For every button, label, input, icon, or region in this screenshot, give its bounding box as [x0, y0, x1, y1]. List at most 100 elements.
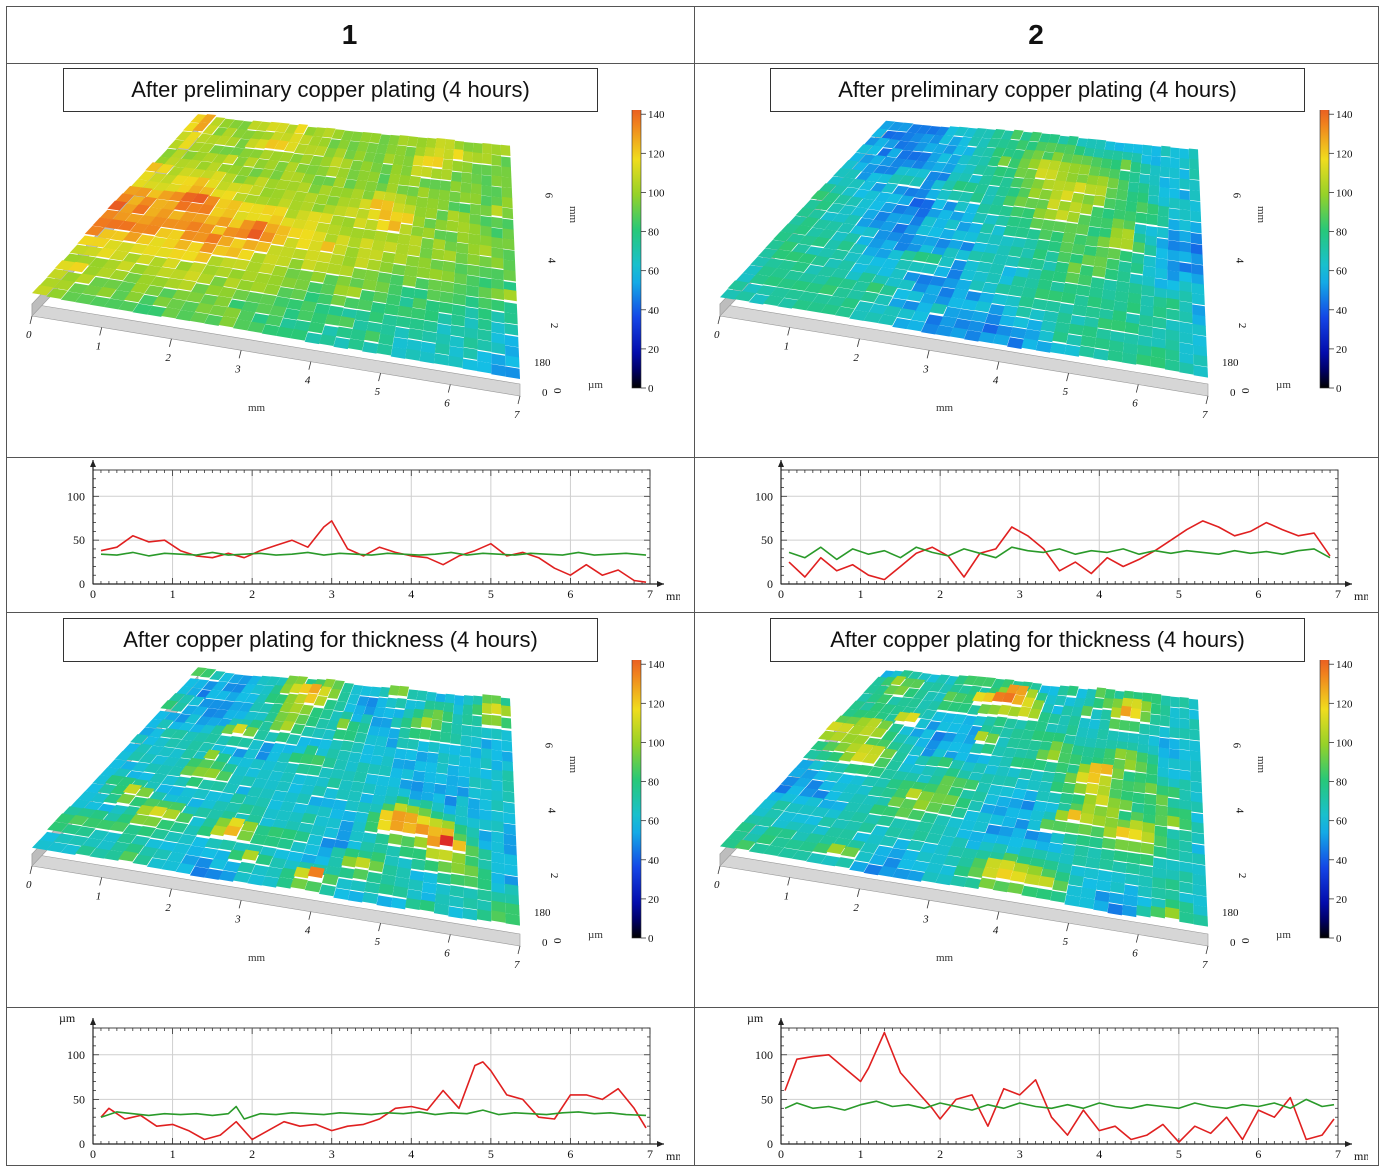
surface-cell — [995, 244, 1012, 256]
surface-cell — [1179, 769, 1191, 782]
surface-cell — [144, 838, 164, 850]
surface-cell — [1083, 793, 1098, 806]
surface-cell — [955, 829, 973, 841]
surface-cell — [236, 279, 255, 291]
surface-cell — [398, 174, 411, 186]
surface-cell — [307, 765, 323, 776]
surface-cell — [784, 289, 805, 300]
surface-cell — [1190, 781, 1203, 793]
surface-cell — [501, 705, 511, 717]
surface-cell — [402, 155, 415, 167]
surface-cell — [419, 247, 433, 260]
surface-cell — [424, 309, 439, 322]
surface-cell — [824, 220, 844, 232]
surface-cell — [823, 809, 843, 820]
surface-cell — [1013, 719, 1028, 731]
surface-cell — [1165, 319, 1180, 332]
surface-cell — [1150, 703, 1161, 715]
surface-cell — [1024, 168, 1038, 180]
surface-cell — [370, 162, 383, 174]
x-tick-mark — [717, 315, 721, 325]
surface-cell — [404, 699, 417, 711]
x-tick-label: 3 — [329, 587, 335, 601]
surface-cell — [303, 843, 321, 856]
surface-cell — [1179, 198, 1191, 211]
surface-cell — [946, 722, 963, 733]
y-tick-label: 2 — [548, 873, 560, 879]
surface-cell — [258, 262, 276, 274]
surface-cell — [1090, 709, 1103, 720]
surface-cell — [279, 246, 296, 258]
surface-cell — [203, 179, 221, 190]
surface-cell — [491, 861, 505, 875]
x-tick-mark — [29, 315, 33, 325]
surface-cell — [341, 682, 354, 693]
column-divider — [694, 7, 695, 1165]
surface-cell — [1113, 209, 1126, 221]
surface-cell — [1058, 161, 1071, 173]
surface-cell — [491, 789, 504, 802]
surface-cell — [920, 263, 938, 275]
surface-cell — [1138, 182, 1150, 195]
surface-cell — [406, 186, 420, 198]
surface-cell — [1139, 865, 1154, 878]
surface-cell — [479, 244, 492, 257]
surface-cell — [167, 248, 187, 260]
surface-cell — [204, 790, 223, 802]
surface-cell — [818, 835, 839, 847]
surface-cell — [137, 727, 157, 737]
surface-cell — [480, 778, 492, 790]
surface-cell — [1054, 695, 1067, 706]
surface-cell — [1124, 210, 1137, 223]
surface-cell — [1064, 344, 1081, 357]
surface-cell — [294, 163, 310, 174]
surface-cell — [947, 741, 964, 752]
surface-cell — [394, 876, 410, 889]
surface-cell — [1083, 147, 1095, 159]
surface-cell — [1160, 145, 1171, 157]
surface-cell — [1082, 877, 1098, 890]
surface-cell — [427, 279, 442, 291]
surface-cell — [333, 337, 351, 350]
surface-cell — [405, 348, 421, 361]
surface-cell — [1094, 337, 1110, 350]
surface-cell — [350, 188, 365, 200]
surface-cell — [138, 753, 158, 764]
surface-cell — [873, 137, 891, 147]
surface-cell — [110, 841, 131, 853]
surface-cell — [1103, 198, 1117, 210]
surface-cell — [220, 190, 238, 201]
surface-cell — [172, 289, 192, 301]
surface-cell — [952, 733, 968, 744]
surface-cell — [479, 255, 492, 268]
surface-cell — [290, 328, 308, 341]
surface-cell — [1035, 239, 1051, 251]
surface-cell — [863, 264, 882, 276]
surface-cell — [967, 155, 982, 166]
surface-cell — [836, 791, 856, 803]
surface-cell — [1165, 878, 1180, 891]
surface-cell — [344, 800, 360, 812]
surface-cell — [290, 171, 306, 183]
surface-cell — [369, 249, 384, 261]
colorbar-tick-label: 100 — [648, 187, 665, 199]
surface-cell — [504, 893, 520, 907]
surface-cell — [1057, 251, 1072, 263]
surface-cell — [218, 839, 237, 851]
surface-cell — [1066, 334, 1083, 347]
surface-cell — [840, 187, 859, 197]
surface-cell — [983, 794, 1000, 805]
surface-cell — [323, 147, 338, 158]
surface-cell — [1147, 195, 1159, 207]
surface-cell — [161, 307, 181, 319]
surface-cell — [260, 131, 276, 142]
surface-cell — [1114, 838, 1129, 851]
surface-cell — [1124, 322, 1140, 335]
surface-cell — [1035, 340, 1053, 353]
surface-cell — [1147, 745, 1159, 757]
surface-cell — [491, 810, 504, 823]
surface-cell — [899, 132, 917, 142]
surface-cell — [952, 145, 968, 156]
surface-cell — [434, 893, 450, 906]
surface-cell — [395, 316, 411, 329]
